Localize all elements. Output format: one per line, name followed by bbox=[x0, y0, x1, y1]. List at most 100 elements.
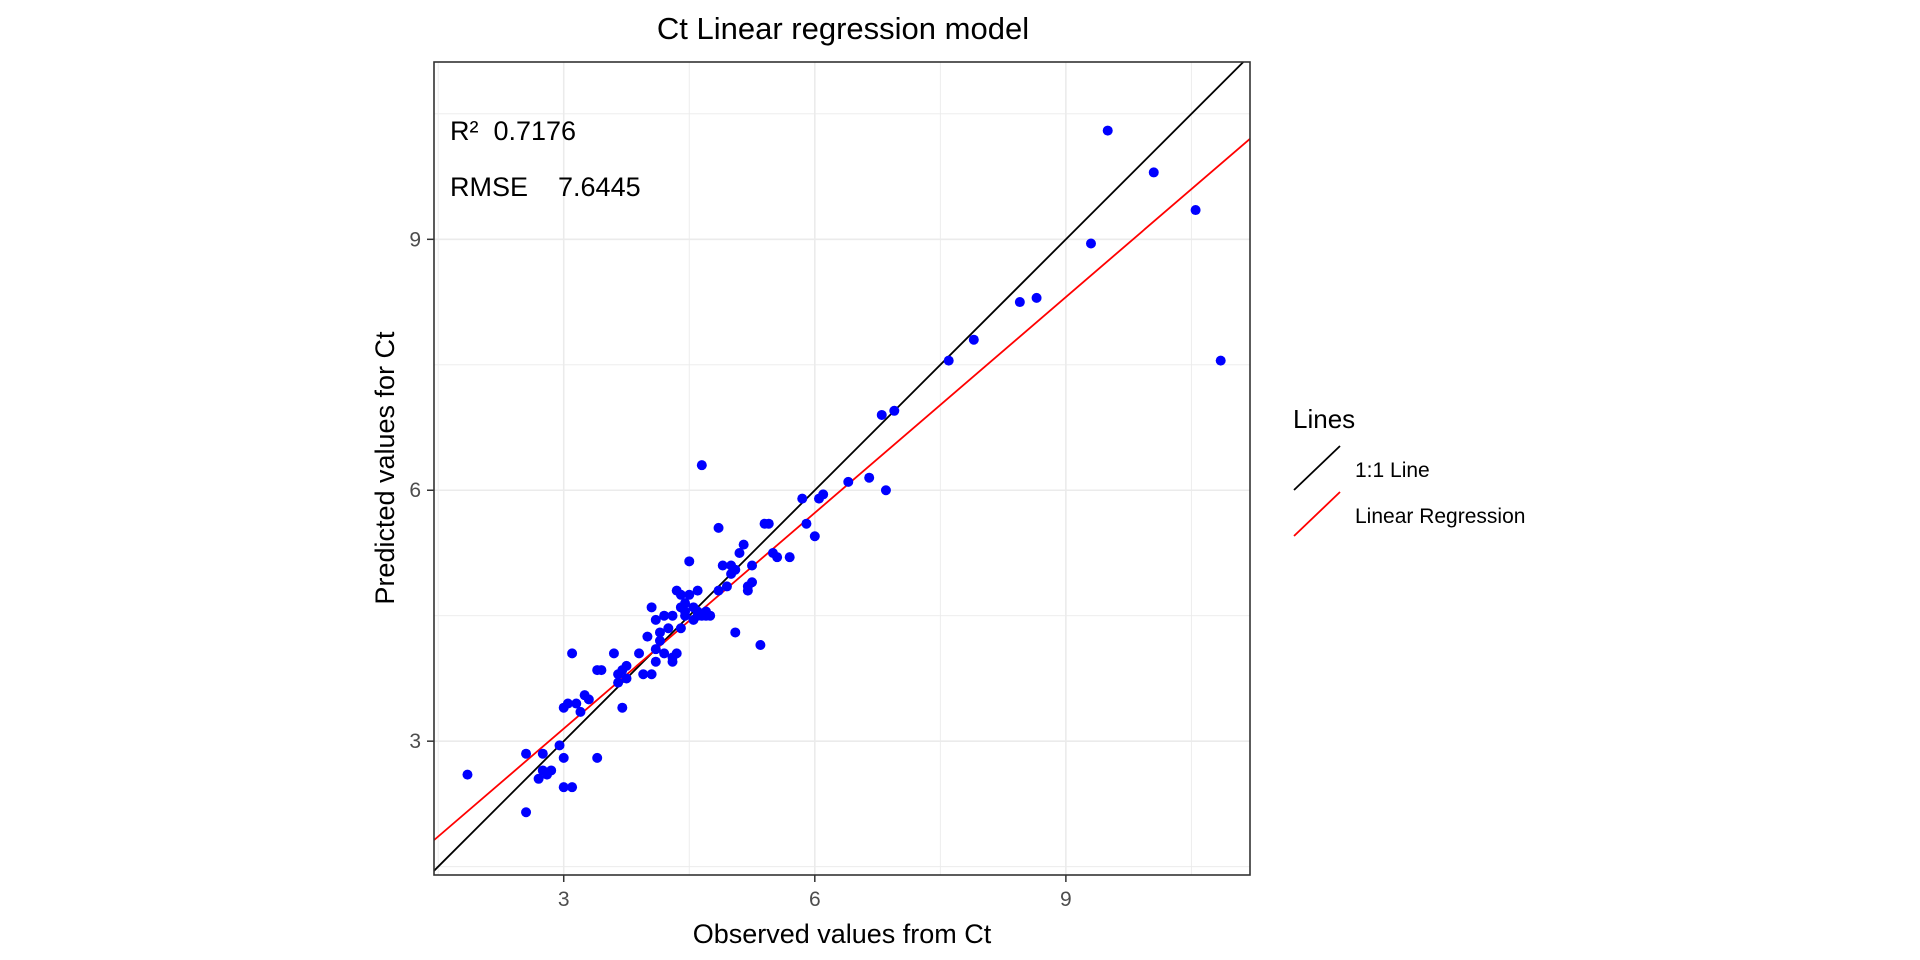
data-point bbox=[667, 610, 678, 621]
data-point bbox=[680, 598, 691, 609]
data-points bbox=[462, 125, 1226, 818]
data-point bbox=[721, 581, 732, 592]
data-point bbox=[608, 648, 619, 659]
axis-ticks: 3 6 9 3 6 9 bbox=[409, 228, 1071, 911]
regression-line bbox=[433, 138, 1251, 841]
data-point bbox=[968, 334, 979, 345]
y-tick-label: 9 bbox=[409, 228, 421, 251]
legend-title: Lines bbox=[1293, 404, 1355, 434]
data-point bbox=[537, 748, 548, 759]
data-point bbox=[809, 531, 820, 542]
r-squared-annotation: R² 0.7176 bbox=[450, 116, 576, 146]
data-point bbox=[592, 752, 603, 763]
data-point bbox=[696, 460, 707, 471]
legend-key-regression-line bbox=[1293, 491, 1341, 537]
data-point bbox=[596, 665, 607, 676]
y-tick-label: 6 bbox=[409, 479, 421, 502]
data-point bbox=[554, 740, 565, 751]
data-point bbox=[558, 782, 569, 793]
x-axis-title: Observed values from Ct bbox=[693, 919, 992, 949]
data-point bbox=[654, 635, 665, 646]
data-point bbox=[880, 485, 891, 496]
data-point bbox=[621, 660, 632, 671]
data-point bbox=[562, 698, 573, 709]
data-point bbox=[650, 644, 661, 655]
identity-line bbox=[433, 61, 1244, 872]
data-point bbox=[642, 631, 653, 642]
data-point bbox=[943, 355, 954, 366]
data-point bbox=[634, 648, 645, 659]
data-point bbox=[763, 518, 774, 529]
data-point bbox=[663, 623, 674, 634]
data-point bbox=[1190, 205, 1201, 216]
data-point bbox=[772, 552, 783, 563]
data-point bbox=[747, 577, 758, 588]
data-point bbox=[1148, 167, 1159, 178]
y-axis-title: Predicted values for Ct bbox=[370, 331, 400, 605]
data-point bbox=[1031, 292, 1042, 303]
data-point bbox=[613, 677, 624, 688]
data-point bbox=[801, 518, 812, 529]
legend-label-regression-line: Linear Regression bbox=[1355, 505, 1525, 528]
x-tick-label: 6 bbox=[809, 888, 821, 911]
data-point bbox=[730, 627, 741, 638]
data-point bbox=[521, 748, 532, 759]
data-point bbox=[684, 589, 695, 600]
data-point bbox=[621, 673, 632, 684]
data-point bbox=[558, 752, 569, 763]
plot-panel bbox=[433, 61, 1251, 876]
data-point bbox=[533, 773, 544, 784]
data-point bbox=[738, 539, 749, 550]
data-point bbox=[546, 765, 557, 776]
data-point bbox=[843, 476, 854, 487]
data-point bbox=[1014, 297, 1025, 308]
panel-background bbox=[434, 62, 1250, 875]
data-point bbox=[1102, 125, 1113, 136]
data-point bbox=[734, 547, 745, 558]
data-point bbox=[462, 769, 473, 780]
legend-label-identity-line: 1:1 Line bbox=[1355, 459, 1430, 482]
data-point bbox=[747, 560, 758, 571]
data-point bbox=[680, 606, 691, 617]
data-point bbox=[889, 405, 900, 416]
data-point bbox=[659, 648, 670, 659]
data-point bbox=[650, 614, 661, 625]
rmse-annotation: RMSE 7.6445 bbox=[450, 172, 641, 202]
data-point bbox=[638, 669, 649, 680]
data-point bbox=[646, 602, 657, 613]
data-point bbox=[571, 698, 582, 709]
legend: Lines 1:1 Line Linear Regression bbox=[1293, 404, 1525, 537]
x-tick-label: 3 bbox=[558, 888, 570, 911]
data-point bbox=[864, 472, 875, 483]
data-point bbox=[713, 585, 724, 596]
x-tick-label: 9 bbox=[1060, 888, 1072, 911]
legend-key-identity-line bbox=[1293, 445, 1341, 491]
data-point bbox=[684, 556, 695, 567]
data-point bbox=[521, 807, 532, 818]
data-point bbox=[583, 694, 594, 705]
data-point bbox=[818, 489, 829, 500]
data-point bbox=[755, 639, 766, 650]
data-point bbox=[567, 648, 578, 659]
data-point bbox=[650, 656, 661, 667]
data-point bbox=[675, 589, 686, 600]
data-point bbox=[717, 560, 728, 571]
data-point bbox=[654, 627, 665, 638]
data-point bbox=[646, 669, 657, 680]
data-point bbox=[1215, 355, 1226, 366]
data-point bbox=[705, 610, 716, 621]
data-point bbox=[671, 648, 682, 659]
data-point bbox=[567, 782, 578, 793]
data-point bbox=[692, 585, 703, 596]
data-point bbox=[713, 522, 724, 533]
data-point bbox=[1085, 238, 1096, 249]
data-point bbox=[730, 564, 741, 575]
data-point bbox=[675, 623, 686, 634]
panel-border bbox=[433, 61, 1251, 876]
data-point bbox=[617, 702, 628, 713]
data-point bbox=[797, 493, 808, 504]
data-point bbox=[659, 610, 670, 621]
data-point bbox=[876, 409, 887, 420]
reference-lines bbox=[433, 61, 1251, 872]
